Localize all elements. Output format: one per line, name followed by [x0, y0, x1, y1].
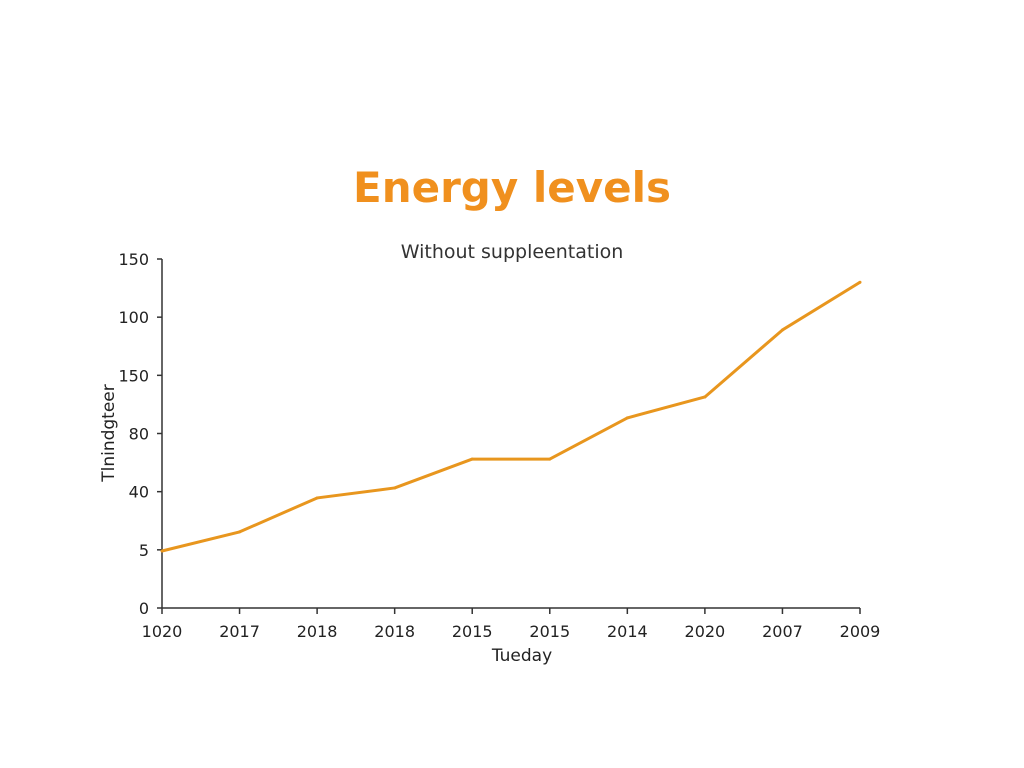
- data-point: [160, 549, 164, 553]
- y-tick-label: 80: [129, 425, 149, 444]
- data-point: [393, 486, 397, 490]
- y-tick-label: 150: [118, 366, 149, 385]
- x-tick-label: 2020: [685, 622, 726, 641]
- y-tick-label: 0: [139, 599, 149, 618]
- y-tick-label: 100: [118, 308, 149, 327]
- x-tick-label: 2018: [374, 622, 415, 641]
- data-point: [238, 530, 242, 534]
- y-axis-label: Tlnindgteer: [99, 384, 119, 483]
- data-point: [625, 416, 629, 420]
- data-point: [703, 395, 707, 399]
- series-line: [161, 280, 861, 553]
- y-tick-label: 5: [139, 541, 149, 560]
- y-tick-label: 40: [129, 483, 149, 502]
- chart-title: Energy levels: [353, 163, 671, 212]
- x-tick-label: 2009: [840, 622, 881, 641]
- data-point: [780, 328, 784, 332]
- x-tick-label: 1020: [142, 622, 183, 641]
- x-tick-label: 2018: [297, 622, 338, 641]
- x-tick-label: 2015: [452, 622, 493, 641]
- x-axis-label: Tueday: [491, 646, 552, 666]
- x-tick-label: 2017: [219, 622, 260, 641]
- data-point: [548, 457, 552, 461]
- chart-subtitle: Without suppleentation: [400, 241, 624, 263]
- x-tick-label: 2007: [762, 622, 803, 641]
- x-tick-label: 2015: [529, 622, 570, 641]
- data-point: [858, 280, 862, 284]
- data-point: [470, 457, 474, 461]
- y-tick-label: 150: [118, 250, 149, 269]
- data-point: [315, 496, 319, 500]
- x-tick-label: 2014: [607, 622, 648, 641]
